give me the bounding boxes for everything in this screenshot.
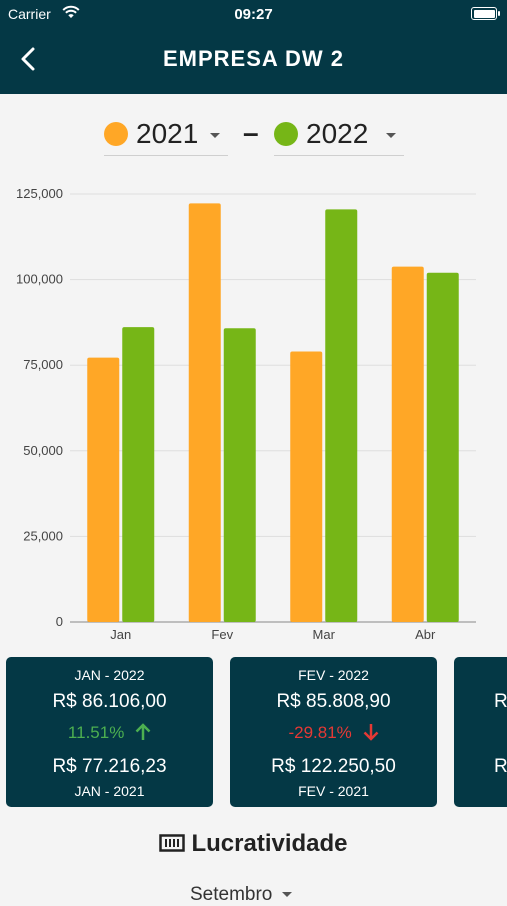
card-value-current: R$ 86.106,00 xyxy=(52,691,167,712)
card-value-previous: R$ 122.250,50 xyxy=(271,756,396,777)
dropdown-caret-icon xyxy=(386,133,396,138)
comparison-card-mar[interactable]: R R xyxy=(454,657,507,807)
section-title: Lucratividade xyxy=(191,830,348,857)
x-tick-label: Fev xyxy=(211,627,233,642)
section-heading: Lucratividade xyxy=(0,830,507,858)
carrier-label: Carrier xyxy=(8,6,51,22)
card-change: -29.81% xyxy=(230,723,437,743)
status-bar: Carrier 09:27 xyxy=(0,0,507,28)
y-tick-label: 125,000 xyxy=(16,186,63,201)
x-tick-label: Mar xyxy=(313,627,336,642)
wifi-icon xyxy=(62,5,80,18)
comparison-card-jan[interactable]: JAN - 2022 R$ 86.106,00 11.51% R$ 77.216… xyxy=(6,657,213,807)
card-value-current: R$ 85.808,90 xyxy=(276,691,391,712)
comparison-card-fev[interactable]: FEV - 2022 R$ 85.808,90 -29.81% R$ 122.2… xyxy=(230,657,437,807)
card-change: 11.51% xyxy=(6,723,213,743)
y-tick-label: 50,000 xyxy=(23,443,63,458)
bar-2021-jan xyxy=(87,357,120,622)
revenue-bar-chart: 0 25,000 50,000 75,000 100,000 125,000 Jan Fev M… xyxy=(16,186,476,642)
app-header: Carrier 09:27 EMPRESA DW 2 xyxy=(0,0,507,94)
bar-2021-mar xyxy=(290,351,323,622)
bar-2022-abr xyxy=(426,272,459,622)
arrow-down-icon xyxy=(363,724,378,741)
series-color-dot xyxy=(104,122,128,146)
page-title: EMPRESA DW 2 xyxy=(162,46,345,71)
card-value-previous: R xyxy=(494,756,507,777)
card-period-current: FEV - 2022 xyxy=(298,667,369,683)
battery-icon xyxy=(471,7,500,20)
x-tick-label: Jan xyxy=(110,627,131,642)
comparison-cards[interactable]: JAN - 2022 R$ 86.106,00 11.51% R$ 77.216… xyxy=(0,657,507,809)
card-change-value: -29.81% xyxy=(288,723,352,742)
arrow-up-icon xyxy=(135,723,151,740)
bar-2021-fev xyxy=(188,203,221,622)
card-period-current: JAN - 2022 xyxy=(74,667,145,683)
bar-2022-mar xyxy=(325,209,358,622)
month-select[interactable]: Setembro xyxy=(190,884,293,906)
back-arrow-icon[interactable] xyxy=(18,46,40,72)
bar-2022-fev xyxy=(223,328,256,622)
status-time: 09:27 xyxy=(234,6,273,23)
dropdown-caret-icon xyxy=(282,892,293,897)
year-select-end-value: 2022 xyxy=(306,118,369,149)
card-period-previous: JAN - 2021 xyxy=(74,783,145,799)
x-tick-label: Abr xyxy=(415,627,436,642)
month-select-value: Setembro xyxy=(190,884,273,905)
y-tick-label: 25,000 xyxy=(23,528,63,543)
y-tick-label: 100,000 xyxy=(16,272,63,287)
year-select-start-value: 2021 xyxy=(136,118,199,149)
year-select-end[interactable]: 2022 xyxy=(274,115,404,156)
card-change-value: 11.51% xyxy=(67,723,125,742)
y-tick-label: 75,000 xyxy=(23,357,63,372)
ledger-icon xyxy=(159,834,186,852)
bar-2022-jan xyxy=(122,327,155,622)
year-select-start[interactable]: 2021 xyxy=(104,115,228,156)
year-separator: – xyxy=(243,117,259,148)
dropdown-caret-icon xyxy=(210,133,220,138)
card-value-current: R xyxy=(494,691,507,712)
y-tick-label: 0 xyxy=(56,614,63,629)
series-color-dot xyxy=(274,122,298,146)
card-value-previous: R$ 77.216,23 xyxy=(52,756,167,777)
bar-2021-abr xyxy=(391,266,424,622)
card-period-previous: FEV - 2021 xyxy=(298,783,369,799)
